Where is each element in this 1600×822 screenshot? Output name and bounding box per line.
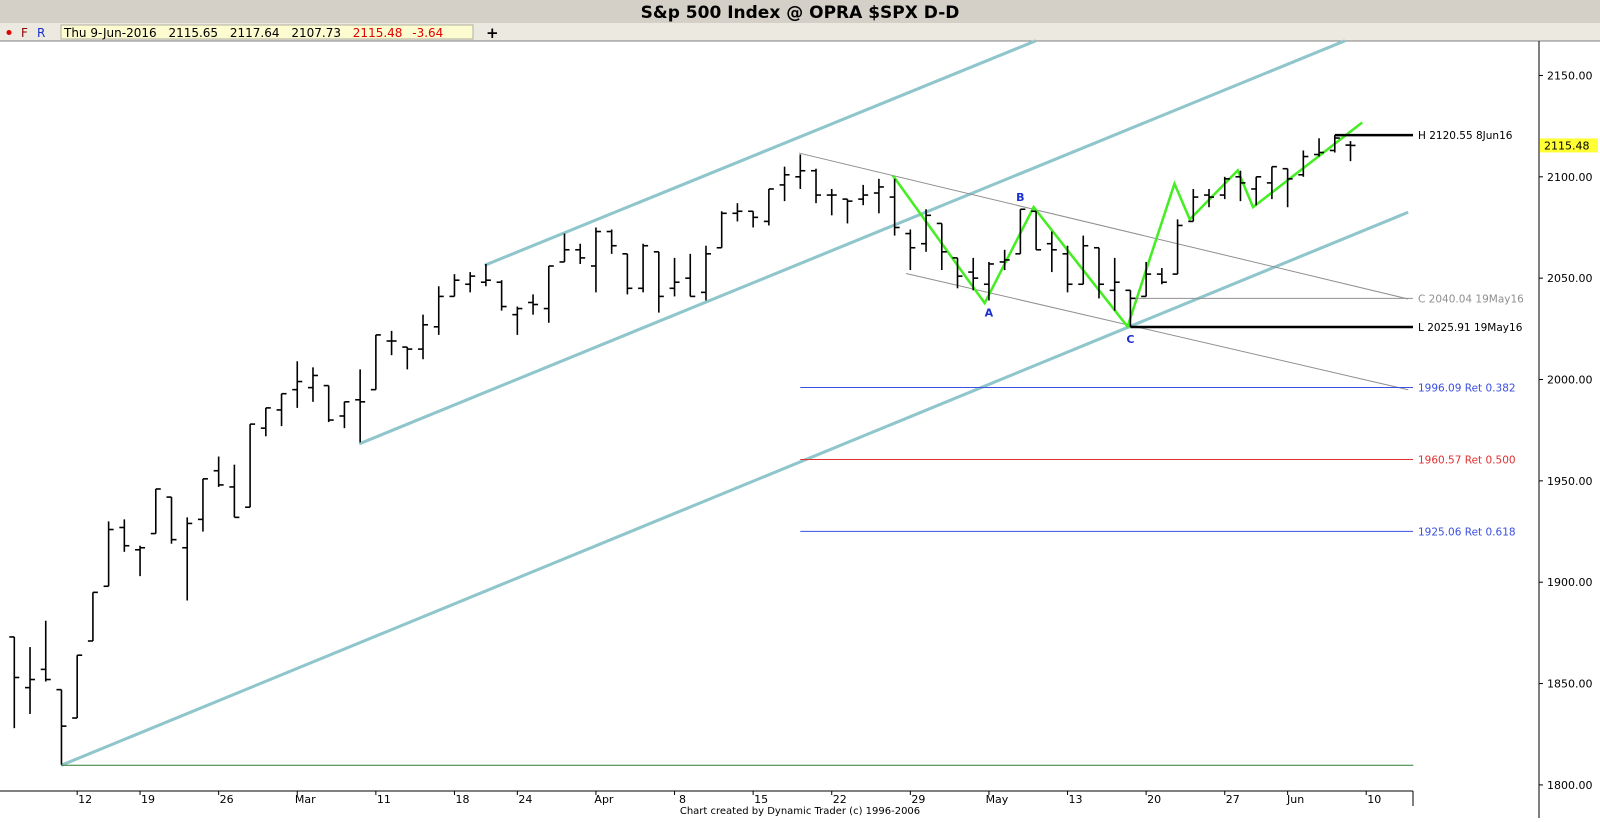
level-label: 1925.06 Ret 0.618 — [1418, 526, 1516, 538]
x-tick-label: 27 — [1226, 793, 1240, 806]
pivot-label: A — [985, 306, 994, 319]
menu-f[interactable]: F — [21, 26, 28, 40]
level-label: 1996.09 Ret 0.382 — [1418, 382, 1516, 394]
quote-date: Thu 9-Jun-2016 — [63, 26, 157, 40]
x-tick-label: Apr — [594, 793, 614, 806]
trend-line — [906, 272, 1409, 391]
x-tick-label: 26 — [220, 793, 234, 806]
x-tick-label: Jun — [1286, 793, 1304, 806]
menu-r[interactable]: R — [37, 26, 45, 40]
quote-high: 2117.64 — [230, 26, 280, 40]
level-label: H 2120.55 8Jun16 — [1418, 130, 1513, 142]
title-bar — [0, 0, 1600, 23]
price-tag-label: 2115.48 — [1544, 139, 1590, 152]
trend-line — [798, 152, 1409, 300]
y-tick-label: 1900.00 — [1547, 576, 1593, 589]
x-tick-label: 13 — [1069, 793, 1083, 806]
x-tick-label: 20 — [1147, 793, 1161, 806]
add-button[interactable]: + — [486, 24, 499, 42]
x-tick-label: 15 — [754, 793, 768, 806]
x-tick-label: 18 — [455, 793, 469, 806]
pivot-label: C — [1126, 333, 1134, 346]
quote-close: 2115.48 — [353, 26, 403, 40]
y-tick-label: 1800.00 — [1547, 779, 1593, 792]
quote-open: 2115.65 — [168, 26, 218, 40]
y-tick-label: 1950.00 — [1547, 475, 1593, 488]
x-tick-label: Mar — [295, 793, 316, 806]
channel-line — [60, 210, 1409, 767]
y-tick-label: 2000.00 — [1547, 374, 1593, 387]
x-tick-label: 12 — [78, 793, 92, 806]
y-tick-label: 2050.00 — [1547, 272, 1593, 285]
x-tick-label: 10 — [1367, 793, 1381, 806]
y-tick-label: 2150.00 — [1547, 69, 1593, 82]
x-tick-label: 22 — [833, 793, 847, 806]
channel-line — [484, 39, 1037, 267]
status-dot — [6, 30, 12, 35]
x-tick-label: 29 — [911, 793, 925, 806]
pivot-label: B — [1016, 191, 1024, 204]
y-tick-label: 2100.00 — [1547, 171, 1593, 184]
level-label: 1960.57 Ret 0.500 — [1418, 454, 1516, 466]
quote-line: Thu 9-Jun-2016 2115.65 2117.64 2107.73 2… — [63, 26, 443, 40]
x-tick-label: 19 — [141, 793, 155, 806]
footer: Chart created by Dynamic Trader (c) 1996… — [680, 806, 920, 817]
quote-change: -3.64 — [412, 26, 443, 40]
x-tick-label: 11 — [377, 793, 391, 806]
level-label: C 2040.04 19May16 — [1418, 293, 1524, 305]
x-tick-label: 24 — [518, 793, 532, 806]
drawings — [60, 39, 1414, 767]
level-label: L 2025.91 19May16 — [1418, 322, 1523, 334]
swing-path — [891, 121, 1364, 330]
channel-line — [358, 39, 1346, 446]
x-tick-label: 8 — [679, 793, 686, 806]
price-tag — [1540, 138, 1598, 153]
chart-title: S&p 500 Index @ OPRA $SPX D-D — [641, 3, 960, 23]
quote-low: 2107.73 — [291, 26, 341, 40]
quote-box — [60, 24, 474, 40]
y-tick-label: 1850.00 — [1547, 678, 1593, 691]
x-tick-label: May — [986, 793, 1009, 806]
